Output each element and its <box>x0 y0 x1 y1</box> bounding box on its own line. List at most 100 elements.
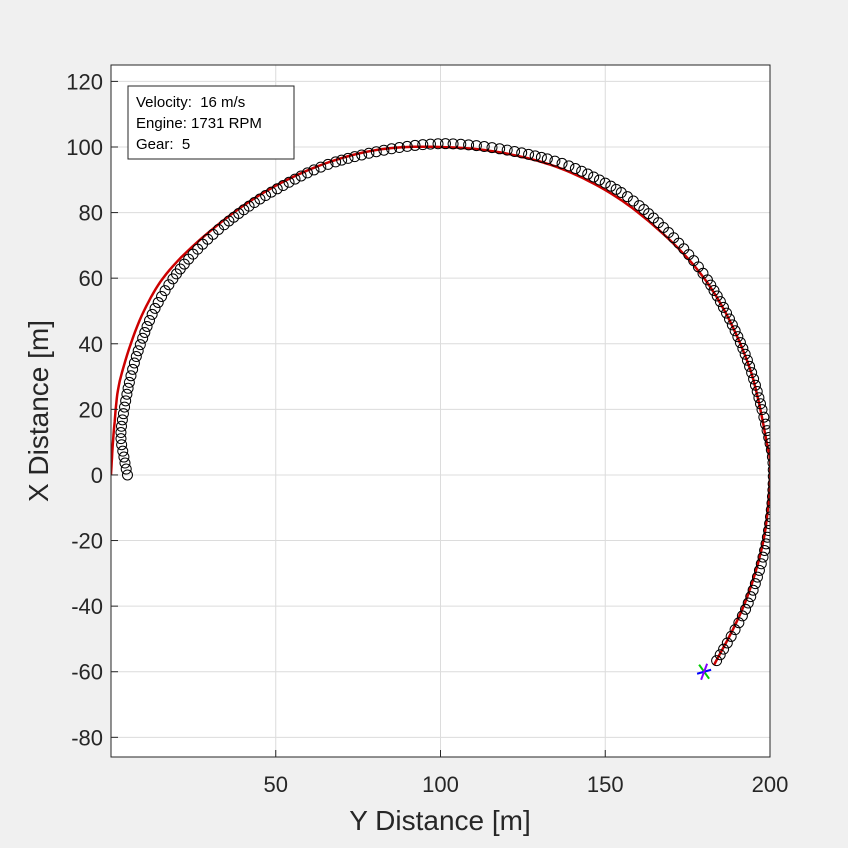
track-marker <box>127 363 139 375</box>
track-marker <box>470 140 482 152</box>
track-marker <box>615 187 627 199</box>
track-marker <box>569 163 581 175</box>
track-marker <box>393 142 405 154</box>
info-box-frame <box>127 85 295 160</box>
y-tick-label: 40 <box>79 332 103 357</box>
track-marker <box>746 367 758 379</box>
track-marker <box>755 398 767 410</box>
track-marker <box>156 291 168 303</box>
track-marker <box>745 591 757 603</box>
track-marker <box>605 180 617 192</box>
track-marker <box>763 432 770 444</box>
track-marker <box>494 143 506 155</box>
track-marker <box>265 186 277 198</box>
track-marker <box>121 469 133 481</box>
vehicle-marker <box>696 663 712 681</box>
track-marker <box>582 168 594 180</box>
y-tick-label: 20 <box>79 397 103 422</box>
track-marker <box>401 140 413 152</box>
track-marker <box>535 151 547 163</box>
y-tick-label: -80 <box>71 725 103 750</box>
track-marker <box>718 643 730 655</box>
x-tick-label: 150 <box>587 772 624 797</box>
x-tick-label: 100 <box>422 772 459 797</box>
x-tick-label: 50 <box>264 772 288 797</box>
track-marker <box>705 279 717 291</box>
track-marker <box>516 147 528 159</box>
gear-readout: Gear: 5 <box>136 136 190 153</box>
track-marker <box>742 597 754 609</box>
track-marker <box>463 139 475 151</box>
track-marker <box>739 348 751 360</box>
track-marker <box>356 149 368 161</box>
track-marker <box>733 617 745 629</box>
track-marker <box>556 157 568 169</box>
track-marker <box>447 138 459 150</box>
track-marker <box>417 139 429 151</box>
track-marker <box>117 408 129 420</box>
track-marker <box>736 610 748 622</box>
track-marker <box>741 354 753 366</box>
track-marker <box>308 164 320 176</box>
track-marker <box>295 170 307 182</box>
track-marker <box>248 197 260 209</box>
track-marker <box>130 351 142 363</box>
track-marker <box>767 471 770 481</box>
track-marker <box>363 147 375 159</box>
engine-readout: Engine: 1731 RPM <box>136 115 262 132</box>
track-marker <box>767 479 770 489</box>
track-marker <box>378 144 390 156</box>
track-marker <box>121 388 133 400</box>
track-marker <box>139 326 151 338</box>
track-marker <box>708 284 720 296</box>
track-marker <box>120 395 132 407</box>
track-marker <box>721 307 733 319</box>
data-layer <box>111 138 770 681</box>
track-marker <box>128 357 140 369</box>
track-marker <box>116 439 128 451</box>
track-marker <box>729 325 741 337</box>
track-marker <box>711 290 723 302</box>
track-marker <box>271 183 283 195</box>
track-marker <box>115 420 127 432</box>
track-marker <box>763 525 770 537</box>
track-marker <box>576 165 588 177</box>
track-marker <box>764 437 770 449</box>
track-marker <box>141 321 153 333</box>
track-marker <box>593 174 605 186</box>
track-marker <box>549 155 561 167</box>
track-marker <box>721 637 733 649</box>
y-tick-label: 60 <box>79 266 103 291</box>
track-marker <box>152 296 164 308</box>
track-marker <box>748 373 760 385</box>
track-marker <box>711 655 723 667</box>
y-tick-label: -40 <box>71 594 103 619</box>
track-marker <box>134 339 146 351</box>
track-marker <box>767 485 770 495</box>
track-marker <box>541 153 553 165</box>
track-marker <box>243 200 255 212</box>
track-marker <box>751 571 763 583</box>
track-marker <box>761 425 770 437</box>
track-marker <box>115 433 127 445</box>
reference-path-line <box>111 145 770 666</box>
axis-ticks: 50 100 150 200 -80 -60 -40 -20 0 20 40 60 80 100 120 <box>66 69 788 797</box>
track-marker <box>588 171 600 183</box>
track-marker <box>747 584 759 596</box>
track-marker <box>529 150 541 162</box>
track-marker <box>621 191 633 203</box>
track-marker <box>132 345 144 357</box>
track-marker <box>478 141 490 153</box>
track-marker <box>163 279 175 291</box>
track-marker <box>755 558 767 570</box>
track-marker <box>349 151 361 163</box>
track-marker <box>737 342 749 354</box>
vehicle-marker-stroke <box>700 663 709 681</box>
track-marker <box>115 427 127 439</box>
track-marker <box>749 379 761 391</box>
track-marker <box>767 458 770 468</box>
track-marker <box>753 392 765 404</box>
track-marker <box>120 463 132 475</box>
track-marker <box>765 444 770 456</box>
